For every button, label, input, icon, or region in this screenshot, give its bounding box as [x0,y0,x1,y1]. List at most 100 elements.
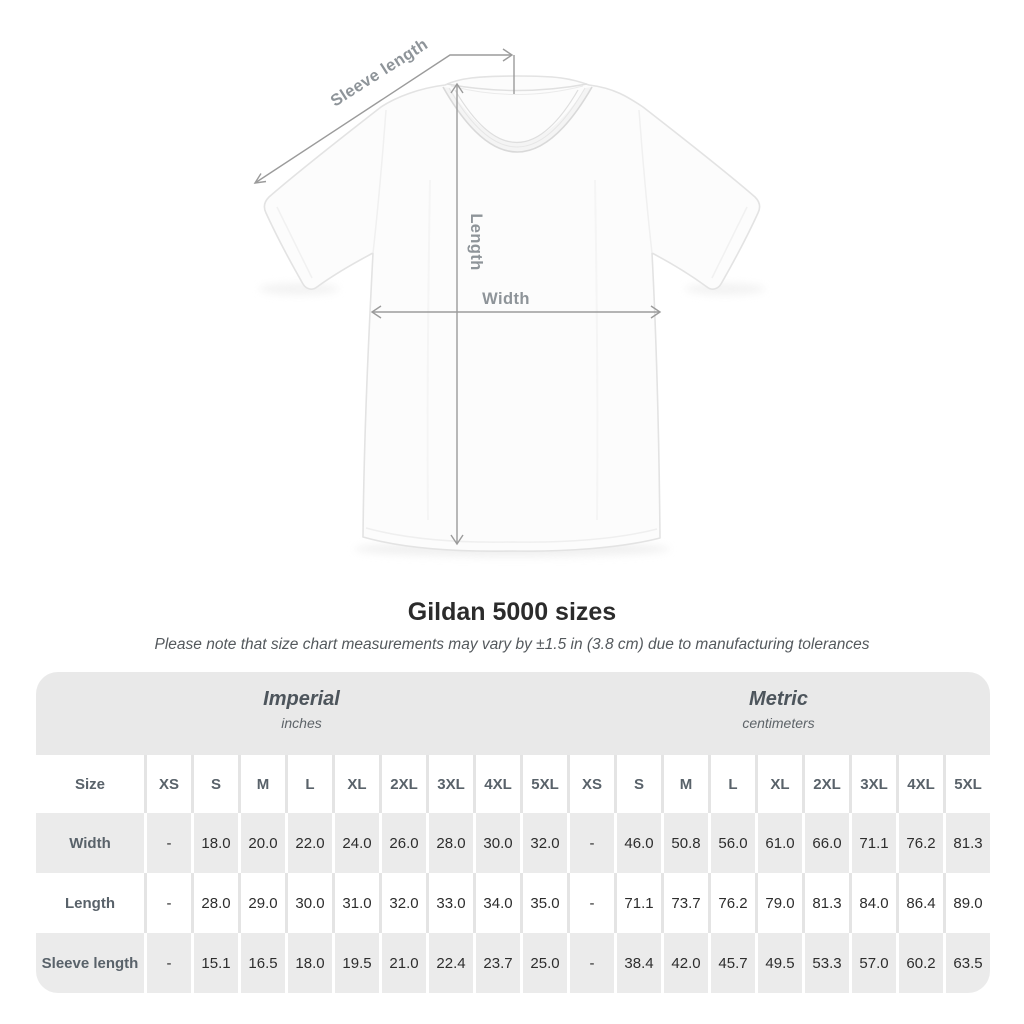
size-column-header: 5XL [520,755,567,813]
imperial-unit: inches [281,715,322,731]
measurement-cell: 22.4 [426,933,473,993]
measurement-cell: 81.3 [943,813,990,873]
imperial-header: Imperial inches [36,672,567,755]
measurement-cell: - [144,873,191,933]
size-column-header: XS [567,755,614,813]
measurement-cell: 49.5 [755,933,802,993]
measurement-cell: 73.7 [661,873,708,933]
measurement-cell: 84.0 [849,873,896,933]
tshirt-collar [442,83,593,153]
measurement-cell: 42.0 [661,933,708,993]
size-column-header: L [285,755,332,813]
measurement-cell: 86.4 [896,873,943,933]
measurement-cell: 46.0 [614,813,661,873]
measurement-cell: - [567,813,614,873]
measurement-cell: 29.0 [238,873,285,933]
row-label: Sleeve length [41,954,139,972]
metric-unit: centimeters [742,715,815,731]
measurement-cell: 79.0 [755,873,802,933]
measurement-cell: - [567,933,614,993]
measurement-cell: 30.0 [285,873,332,933]
table-row: Width -18.0 20.0 22.0 24.0 26.0 28.0 30.0 32.0-4… [36,813,990,873]
size-column-header: 4XL [896,755,943,813]
length-dimension: Length [450,82,485,546]
tshirt-illustration [263,75,761,552]
size-column-header: S [191,755,238,813]
size-column-header: 2XL [379,755,426,813]
arrow-left-icon [370,305,382,319]
measurement-cell: 60.2 [896,933,943,993]
measurement-cell: 76.2 [708,873,755,933]
metric-title: Metric [749,688,808,710]
measurement-cell: 38.4 [614,933,661,993]
size-header-row: Size XS S M L XL 2XL 3XL 4XL 5XL XS S M L XL 2XL 3XL 4XL… [36,755,990,813]
size-column-header: M [238,755,285,813]
unit-header-band: Imperial inches Metric centimeters [36,672,990,755]
title-block: Gildan 5000 sizes Please note that size … [0,598,1024,654]
measurement-cell: - [144,813,191,873]
length-label: Length [467,213,485,270]
measurement-cell: 18.0 [285,933,332,993]
size-column-header: 3XL [849,755,896,813]
size-header-label: Size [74,775,105,793]
size-column-header: L [708,755,755,813]
arrow-up-icon [450,82,464,94]
measurement-cell: 20.0 [238,813,285,873]
size-column-header: XL [755,755,802,813]
measurement-cell: 32.0 [379,873,426,933]
measurement-cell: 50.8 [661,813,708,873]
measurement-cell: 34.0 [473,873,520,933]
measurement-cell: 71.1 [849,813,896,873]
size-column-header: 5XL [943,755,990,813]
measurement-cell: 16.5 [238,933,285,993]
size-column-header: XL [332,755,379,813]
size-table: Imperial inches Metric centimeters Size … [36,672,990,993]
measurement-cell: 45.7 [708,933,755,993]
measurement-cell: 30.0 [473,813,520,873]
measurement-cell: 32.0 [520,813,567,873]
measurement-cell: 35.0 [520,873,567,933]
width-label: Width [482,290,530,308]
measurement-cell: 26.0 [379,813,426,873]
measurement-cell: 23.7 [473,933,520,993]
measurement-cell: 28.0 [426,813,473,873]
row-label: Length [65,894,115,912]
measurement-cell: 31.0 [332,873,379,933]
measurement-cell: 63.5 [943,933,990,993]
measurement-cell: 57.0 [849,933,896,993]
measurement-cell: 53.3 [802,933,849,993]
measurement-cell: 89.0 [943,873,990,933]
size-column-header: M [661,755,708,813]
metric-header: Metric centimeters [567,672,990,755]
measurement-cell: 33.0 [426,873,473,933]
measurement-cell: 81.3 [802,873,849,933]
measurement-cell: 28.0 [191,873,238,933]
measurement-cell: 25.0 [520,933,567,993]
size-column-header: 4XL [473,755,520,813]
measurement-cell: 22.0 [285,813,332,873]
measurement-cell: 66.0 [802,813,849,873]
size-column-header: 3XL [426,755,473,813]
measurement-cell: 15.1 [191,933,238,993]
measurement-rows: Width -18.0 20.0 22.0 24.0 26.0 28.0 30.0 32.0-4… [36,813,990,993]
row-label: Width [69,834,111,852]
measurement-cell: 61.0 [755,813,802,873]
measurement-cell: - [567,873,614,933]
arrow-right-icon [502,48,514,62]
arrow-down-icon [450,534,464,546]
measurement-cell: 24.0 [332,813,379,873]
page-title: Gildan 5000 sizes [407,598,617,626]
arrow-end-icon [253,173,267,184]
measurement-cell: 71.1 [614,873,661,933]
size-column-header: XS [144,755,191,813]
measurement-cell: 76.2 [896,813,943,873]
arrow-right-icon [650,305,662,319]
table-row: Sleeve length -15.1 16.5 18.0 19.5 21.0 22.4 23… [36,933,990,993]
measurement-cell: 21.0 [379,933,426,993]
measurement-cell: 18.0 [191,813,238,873]
width-dimension: Width [370,290,662,319]
table-row: Length -28.0 29.0 30.0 31.0 32.0 33.0 34.0 35.0-… [36,873,990,933]
measurement-cell: 56.0 [708,813,755,873]
imperial-title: Imperial [263,688,340,710]
